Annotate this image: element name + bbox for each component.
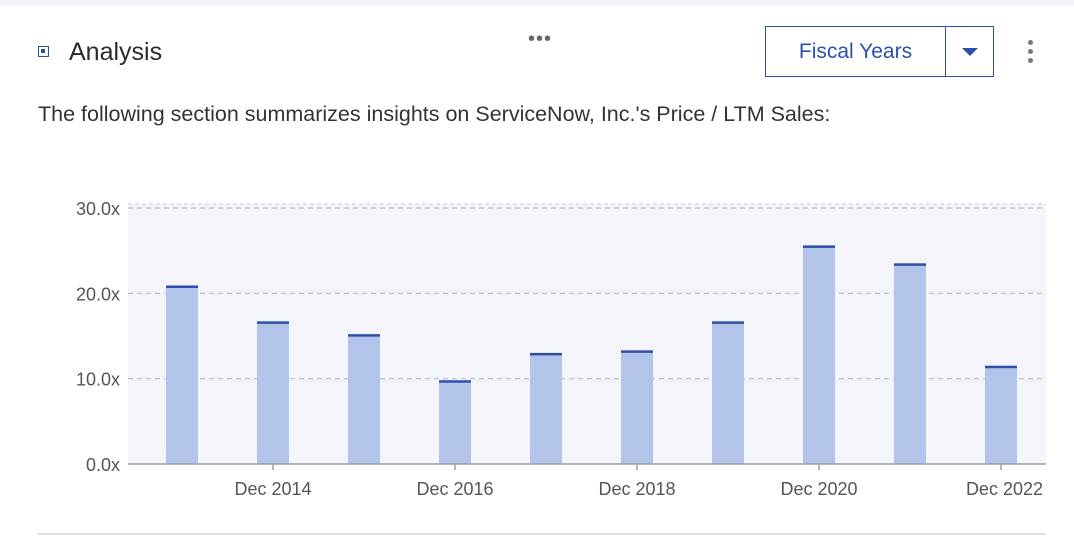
y-tick-label: 20.0x [76,284,120,304]
bar [803,246,835,464]
dropdown-label: Fiscal Years [766,27,946,76]
bar [439,381,471,464]
bar-cap [439,380,471,383]
top-divider [0,0,1074,6]
bar [894,264,926,464]
analysis-header: Analysis ••• Fiscal Years [38,26,1048,80]
x-tick-label: Dec 2014 [234,479,311,499]
bottom-divider [38,533,1046,535]
bar [712,322,744,464]
y-tick-label: 10.0x [76,370,120,390]
bar [985,366,1017,464]
bar-cap [985,365,1017,369]
bar [530,353,562,464]
more-options-icon[interactable] [1026,40,1034,66]
x-tick-label: Dec 2022 [966,479,1043,499]
fiscal-years-dropdown[interactable]: Fiscal Years [765,26,994,77]
x-tick-label: Dec 2016 [416,479,493,499]
x-tick-label: Dec 2020 [780,479,857,499]
drag-handle-dots-icon[interactable]: ••• [528,28,553,50]
bar [166,286,198,464]
section-square-icon [38,46,49,57]
bar-cap [257,321,289,324]
bar [257,322,289,464]
y-tick-label: 30.0x [76,199,120,219]
bar [348,335,380,464]
y-tick-label: 0.0x [86,455,120,475]
bar-cap [621,350,653,353]
bar-cap [530,352,562,356]
bar-cap [348,334,380,337]
bar [621,351,653,464]
bar-cap [894,263,926,266]
x-tick-label: Dec 2018 [598,479,675,499]
bar-cap [803,245,835,248]
chevron-down-icon[interactable] [946,27,993,76]
section-description: The following section summarizes insight… [38,102,831,126]
bar-cap [712,321,744,324]
bar-cap [166,285,198,289]
section-title: Analysis [69,38,163,66]
